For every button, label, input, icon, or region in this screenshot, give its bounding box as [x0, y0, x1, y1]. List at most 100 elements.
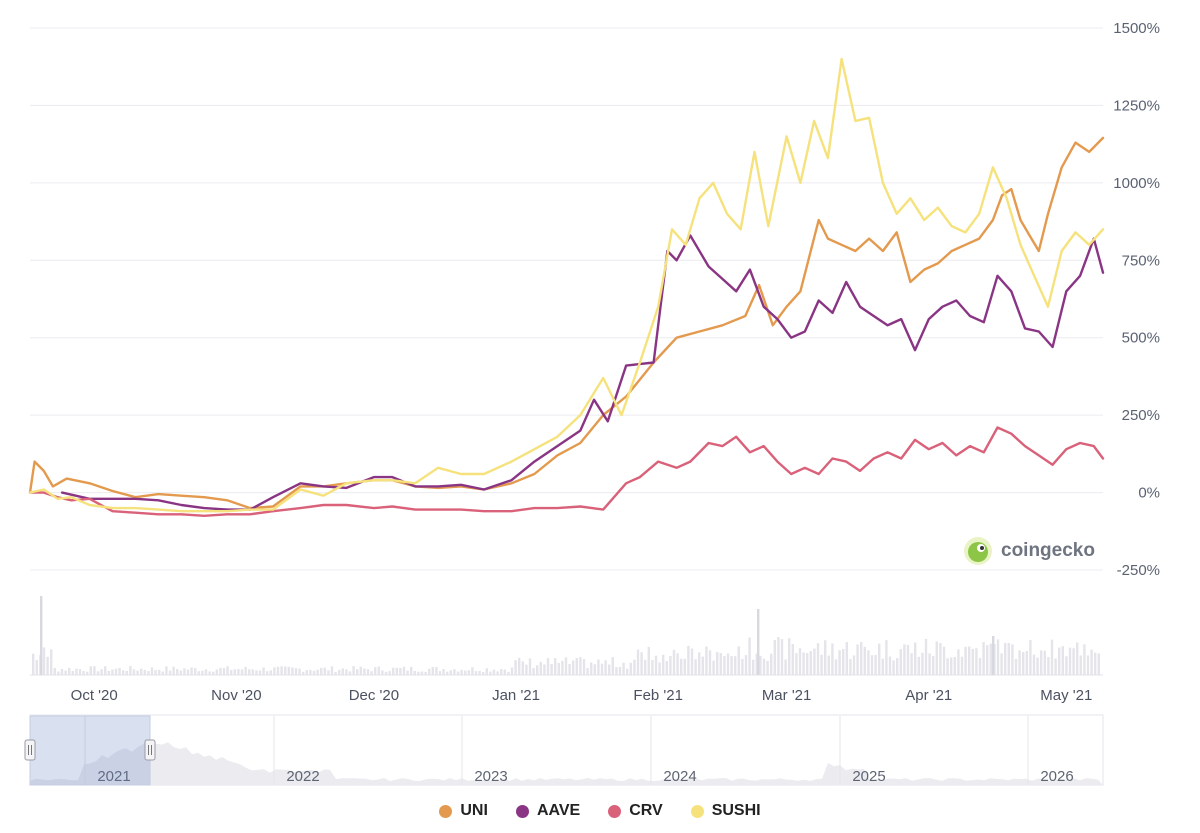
- volume-bar: [744, 655, 748, 675]
- volume-bar: [964, 646, 967, 675]
- volume-bar: [802, 652, 805, 675]
- volume-bar: [975, 648, 978, 675]
- volume-bar: [60, 669, 64, 675]
- volume-bar: [752, 659, 755, 675]
- x-tick-label: Apr '21: [905, 687, 952, 704]
- volume-bars: [32, 596, 1100, 675]
- volume-bar: [248, 669, 251, 675]
- volume-bar: [507, 671, 510, 675]
- volume-bar: [1097, 653, 1100, 675]
- volume-bar: [316, 669, 319, 675]
- volume-bar: [932, 655, 935, 675]
- volume-bar: [910, 653, 913, 675]
- volume-bar: [629, 662, 632, 675]
- navigator-selection[interactable]: [29, 715, 151, 786]
- volume-bar: [1014, 658, 1018, 675]
- volume-bar: [503, 669, 506, 675]
- navigator-year-label: 2024: [663, 768, 696, 785]
- volume-bar: [575, 658, 578, 675]
- legend-item-sushi[interactable]: SUSHI: [690, 802, 761, 820]
- volume-bar: [550, 663, 553, 675]
- volume-bar: [845, 642, 848, 675]
- volume-bar: [460, 669, 463, 675]
- volume-bar: [150, 667, 154, 675]
- volume-bar: [676, 653, 679, 675]
- volume-bar: [50, 649, 53, 675]
- gecko-logo-icon: [964, 537, 992, 565]
- volume-bar: [489, 671, 492, 675]
- x-tick-label: May '21: [1040, 687, 1092, 704]
- volume-bar: [539, 661, 542, 675]
- volume-bar: [104, 666, 107, 675]
- volume-bar: [456, 671, 460, 675]
- volume-bar: [615, 667, 618, 675]
- volume-bar: [816, 643, 820, 675]
- volume-bar: [838, 650, 841, 675]
- volume-bar: [662, 654, 665, 675]
- volume-bar: [132, 669, 136, 675]
- volume-bar: [554, 658, 557, 675]
- volume-bar: [683, 658, 686, 675]
- volume-bar: [32, 653, 35, 675]
- volume-bar: [903, 644, 906, 675]
- y-axis-ticks: 1500% 1250% 1000% 750% 500% 250% 0% -250%: [1113, 20, 1160, 579]
- volume-bar: [453, 669, 456, 675]
- volume-bar: [129, 666, 132, 675]
- navigator-year-label: 2023: [474, 768, 507, 785]
- volume-bar: [377, 666, 380, 675]
- volume-bar: [215, 669, 218, 675]
- volume-bar: [982, 642, 985, 675]
- volume-bar: [644, 659, 647, 675]
- volume-bar: [665, 661, 668, 675]
- volume-bar: [240, 669, 244, 675]
- volume-bar: [824, 640, 827, 675]
- volume-bar: [438, 671, 442, 675]
- navigator-handle-right[interactable]: [144, 739, 156, 761]
- volume-bar: [312, 670, 316, 675]
- y-tick-label: 1250%: [1113, 97, 1160, 114]
- volume-bar: [366, 669, 370, 675]
- volume-bar: [1029, 640, 1032, 675]
- y-tick-label: -250%: [1117, 562, 1160, 579]
- volume-bar: [57, 671, 60, 675]
- volume-bar: [608, 664, 611, 675]
- volume-bar: [449, 670, 452, 675]
- volume-bar: [640, 652, 643, 675]
- volume-bar: [161, 671, 164, 675]
- volume-bar: [748, 637, 751, 675]
- volume-bar: [917, 656, 920, 675]
- volume-bar: [1094, 652, 1097, 675]
- volume-bar: [392, 667, 395, 675]
- volume-bar: [690, 648, 694, 675]
- legend-label: SUSHI: [711, 802, 761, 819]
- volume-bar: [842, 649, 845, 675]
- navigator-handle-left[interactable]: [24, 739, 36, 761]
- volume-bar: [1065, 656, 1068, 675]
- volume-bar: [737, 646, 740, 675]
- volume-bar: [471, 667, 474, 675]
- legend-item-aave[interactable]: AAVE: [515, 802, 580, 820]
- legend-item-crv[interactable]: CRV: [608, 802, 663, 820]
- volume-bar: [561, 660, 564, 675]
- volume-bar: [528, 658, 532, 675]
- series-line-aave: [60, 234, 1105, 511]
- volume-bar: [572, 660, 575, 675]
- watermark-text: coingecko: [1001, 540, 1095, 561]
- volume-bar: [35, 660, 38, 675]
- series-line-crv: [28, 426, 1105, 517]
- range-navigator[interactable]: 2021 2022 2023 2024 2025 2026: [24, 714, 1104, 786]
- volume-bar: [741, 658, 744, 675]
- volume-bar: [320, 667, 323, 675]
- volume-bar: [122, 670, 125, 675]
- legend-item-uni[interactable]: UNI: [439, 802, 488, 820]
- navigator-year-label: 2026: [1040, 768, 1073, 785]
- volume-bar: [89, 666, 92, 675]
- volume-bar: [345, 669, 348, 675]
- volume-bar: [384, 671, 388, 675]
- volume-bar: [374, 667, 377, 675]
- volume-bar: [597, 659, 600, 675]
- volume-bar: [147, 671, 150, 675]
- volume-bar: [276, 666, 280, 675]
- volume-bar: [266, 671, 269, 675]
- volume-bar: [719, 652, 722, 675]
